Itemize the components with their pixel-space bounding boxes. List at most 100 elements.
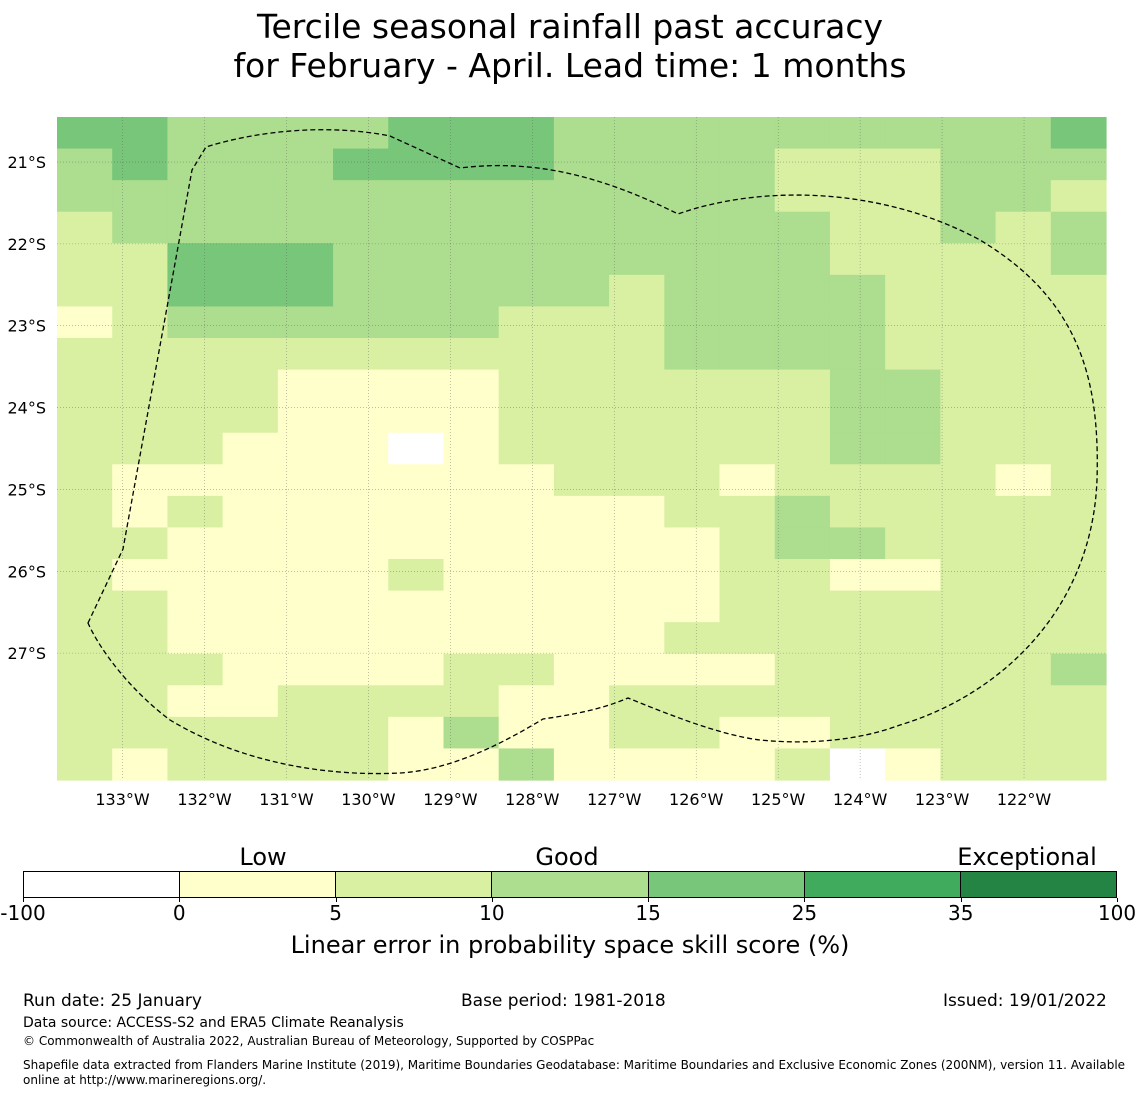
map-cell (609, 274, 665, 308)
map-cell (388, 590, 445, 623)
map-cell (57, 495, 113, 529)
map-cell (443, 274, 500, 308)
map-cell (885, 274, 941, 308)
map-cell (388, 306, 445, 339)
longitude-tick-label: 127°W (587, 790, 642, 809)
map-cell (1050, 464, 1107, 497)
map-cell (222, 527, 279, 560)
map-cell (388, 117, 445, 150)
map-cell (57, 464, 113, 497)
map-cell (553, 306, 610, 339)
map-cell (719, 622, 776, 655)
map-cell (940, 716, 997, 750)
map-cell (498, 243, 555, 276)
map-cell (774, 274, 831, 308)
map-cell (388, 527, 445, 560)
map-cell (1050, 527, 1107, 560)
base-period: Base period: 1981-2018 (461, 991, 666, 1011)
colorbar-tick (960, 898, 962, 902)
map-cell (112, 148, 169, 181)
map-cell (885, 495, 941, 529)
map-cell (333, 338, 389, 371)
colorbar-tick-label: 10 (479, 901, 505, 925)
longitude-tick-label: 129°W (423, 790, 478, 809)
map-cell (1050, 180, 1107, 213)
map-cell (940, 432, 997, 465)
map-cell (57, 306, 113, 339)
map-cell (498, 464, 555, 497)
colorbar-tick-label: 15 (635, 901, 661, 925)
map-cell (995, 685, 1052, 718)
map-cell (333, 653, 389, 686)
map-cell (333, 180, 389, 213)
map-cell (112, 559, 169, 592)
map-cell (333, 274, 389, 308)
colorbar-label: Linear error in probability space skill … (290, 931, 850, 959)
map-cell (940, 685, 997, 718)
map-cell (388, 495, 445, 529)
map-cell (112, 432, 169, 465)
colorbar (23, 871, 1117, 898)
map-cell (167, 495, 224, 529)
map-cell (167, 306, 224, 339)
map-cell (664, 432, 721, 465)
longitude-tick-label: 128°W (505, 790, 560, 809)
latitude-tick-label: 21°S (7, 153, 46, 172)
map-cell (443, 495, 500, 529)
map-cell (112, 685, 169, 718)
map-cell (333, 432, 389, 465)
map-cell (885, 401, 941, 434)
map-cell (443, 117, 500, 150)
map-cell (443, 527, 500, 560)
latitude-tick-label: 23°S (7, 317, 46, 336)
map-cell (388, 653, 445, 686)
map-cell (498, 180, 555, 213)
map-cell (774, 748, 831, 781)
map-cell (57, 148, 113, 181)
map-gridlines (57, 117, 1106, 780)
colorbar-segment (960, 872, 1116, 897)
map-cell (333, 148, 389, 181)
map-cell (940, 527, 997, 560)
map-cell (112, 748, 169, 781)
colorbar-tick-label: 5 (329, 901, 342, 925)
map-cell (995, 243, 1052, 276)
map-cell (995, 716, 1052, 750)
map-cell (885, 464, 941, 497)
map-grid-cells (57, 117, 1107, 781)
map-cell (553, 369, 610, 402)
map-cell (57, 622, 113, 655)
map-cell (498, 527, 555, 560)
map-cell (222, 432, 279, 465)
map-cell (222, 401, 279, 434)
map-cell (774, 432, 831, 465)
map-cell (333, 401, 389, 434)
map-cell (498, 748, 555, 781)
map-cell (167, 369, 224, 402)
skill-score-map: 133°W 132°W 131°W 130°W 129°W 128°W 127°W 126°W… (7, 117, 1107, 809)
map-cell (1050, 590, 1107, 623)
map-cell (333, 211, 389, 244)
map-cell (885, 559, 941, 592)
colorbar-category-exceptional: Exceptional (957, 843, 1097, 871)
map-cell (333, 306, 389, 339)
map-cell (498, 274, 555, 308)
map-cell (774, 495, 831, 529)
map-cell (609, 432, 665, 465)
map-cell (885, 653, 941, 686)
map-cell (333, 464, 389, 497)
map-cell (167, 432, 224, 465)
map-cell (609, 653, 665, 686)
map-cell (112, 117, 169, 150)
map-cell (774, 401, 831, 434)
map-cell (664, 369, 721, 402)
map-cell (112, 180, 169, 213)
colorbar-tick (804, 898, 806, 902)
map-cell (885, 243, 941, 276)
map-cell (388, 369, 445, 402)
map-cell (112, 527, 169, 560)
map-cell (222, 464, 279, 497)
map-cell (553, 117, 610, 150)
longitude-tick-label: 123°W (915, 790, 970, 809)
colorbar-segment (24, 872, 181, 897)
